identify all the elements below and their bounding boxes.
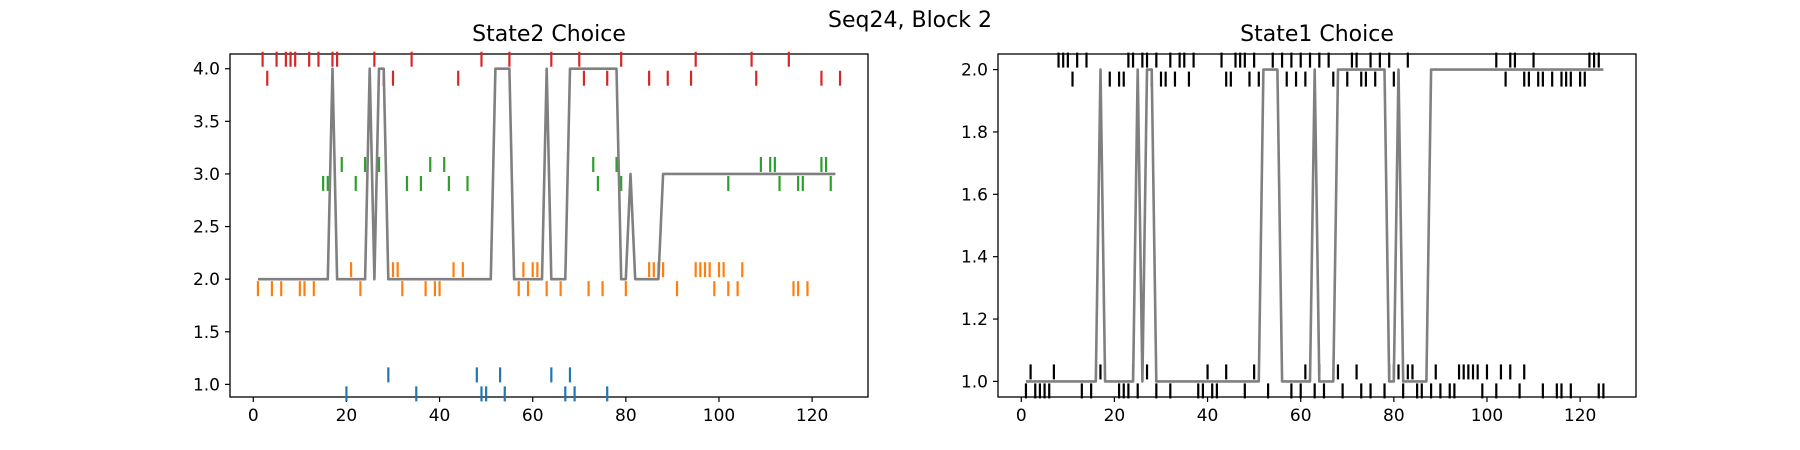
- y-tick-label-state2: 3.0: [193, 165, 220, 185]
- chart-title-state1: State1 Choice: [1240, 22, 1394, 47]
- y-tick-label-state2: 1.0: [193, 375, 220, 395]
- x-tick-label-state1: 40: [1197, 406, 1219, 426]
- y-tick-label-state1: 2.0: [961, 61, 988, 81]
- event-markers-state1: [1024, 52, 1605, 399]
- x-tick-label-state1: 60: [1290, 406, 1312, 426]
- chart-panel-state1: State1 Choice 0 20 40 60 80 100 120 1.01.21.41…: [961, 22, 1637, 426]
- x-tick-label-state2: 100: [703, 406, 735, 426]
- event-markers-state2: [256, 51, 842, 402]
- y-tick-label-state2: 3.5: [193, 112, 220, 132]
- x-axis-state2: 0 20 40 60 80 100 120: [248, 397, 828, 426]
- chart-title-state2: State2 Choice: [472, 22, 626, 47]
- x-tick-label-state2: 60: [522, 406, 544, 426]
- y-tick-label-state1: 1.4: [961, 248, 988, 268]
- x-tick-label-state2: 40: [429, 406, 451, 426]
- choice-line-state2: [257, 67, 836, 281]
- plot-frame-state2: [229, 53, 869, 398]
- y-tick-label-state2: 2.0: [193, 270, 220, 290]
- figure-suptitle: Seq24, Block 2: [828, 8, 992, 33]
- x-tick-label-state1: 100: [1471, 406, 1503, 426]
- y-tick-label-state2: 1.5: [193, 323, 220, 343]
- choice-line-state1: [1025, 68, 1604, 383]
- x-tick-label-state2: 0: [248, 406, 259, 426]
- x-tick-label-state2: 20: [336, 406, 358, 426]
- x-axis-state1: 0 20 40 60 80 100 120: [1016, 397, 1596, 426]
- y-axis-state2: 1.0 1.5 2.0 2.5 3.0 3.5 4.0: [193, 60, 230, 395]
- y-tick-label-state1: 1.6: [961, 185, 988, 205]
- x-tick-label-state1: 80: [1383, 406, 1405, 426]
- y-axis-state1: 1.0 1.2 1.4 1.6 1.8 2.0: [961, 61, 998, 392]
- y-tick-label-state2: 2.5: [193, 218, 220, 238]
- y-tick-label-state1: 1.8: [961, 123, 988, 143]
- x-tick-label-state2: 120: [796, 406, 828, 426]
- y-tick-label-state2: 4.0: [193, 60, 220, 80]
- x-tick-label-state1: 20: [1104, 406, 1126, 426]
- x-tick-label-state2: 80: [615, 406, 637, 426]
- plot-frame-state1: [997, 53, 1637, 398]
- y-tick-label-state1: 1.2: [961, 310, 988, 330]
- x-tick-label-state1: 120: [1564, 406, 1596, 426]
- y-tick-label-state1: 1.0: [961, 372, 988, 392]
- x-tick-label-state1: 0: [1016, 406, 1027, 426]
- chart-panel-state2: State2 Choice 0 20 40 60 80 100 120 1.0 1.5 2.0 2…: [193, 22, 869, 426]
